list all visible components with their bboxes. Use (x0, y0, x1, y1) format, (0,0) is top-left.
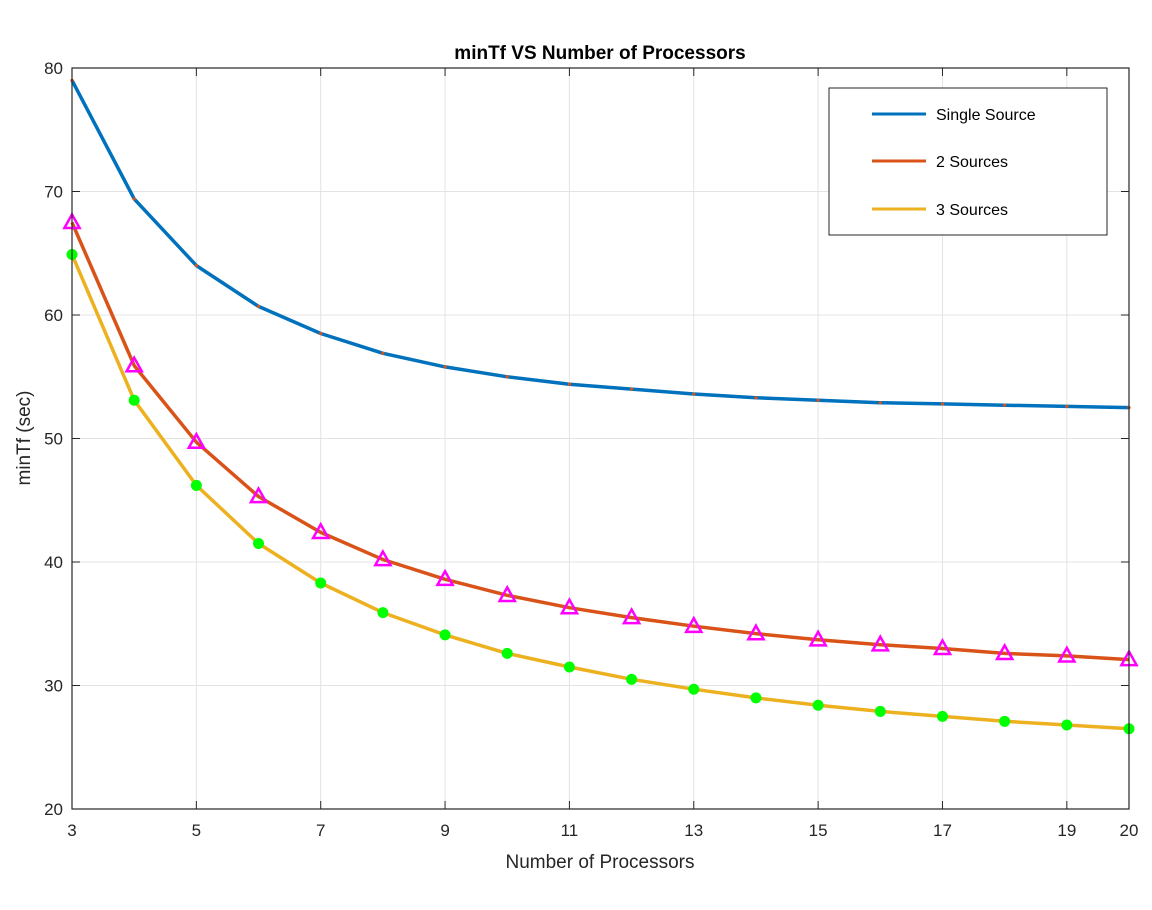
data-point-3-sources (315, 577, 327, 589)
y-tick-label: 20 (44, 800, 63, 819)
x-tick-label: 17 (933, 821, 952, 840)
series-line-single-source (70, 79, 1130, 410)
data-point-3-sources (439, 629, 451, 641)
data-point-3-sources (936, 710, 948, 722)
data-point-single-source (629, 387, 634, 391)
data-point-single-source (256, 304, 261, 308)
x-tick-label: 9 (440, 821, 449, 840)
y-axis-label: minTf (sec) (14, 391, 35, 486)
y-tick-label: 80 (44, 59, 63, 78)
data-point-single-source (816, 398, 820, 402)
x-axis-label: Number of Processors (505, 852, 694, 873)
y-tick-label: 40 (44, 553, 63, 572)
y-tick-label: 70 (44, 183, 63, 202)
y-tick-label: 30 (44, 677, 63, 696)
data-point-2-sources (808, 629, 828, 647)
data-point-2-sources (870, 634, 891, 652)
x-tick-label: 13 (684, 821, 703, 840)
series-lines (70, 79, 1130, 731)
data-point-single-source (1003, 403, 1007, 407)
series-line-2-sources (70, 221, 1130, 662)
legend-label-3-sources: 3 Sources (936, 202, 1008, 219)
data-point-2-sources (310, 521, 331, 540)
x-tick-label: 3 (67, 821, 76, 840)
data-point-single-source (567, 382, 572, 386)
data-point-2-sources (124, 355, 144, 373)
data-point-2-sources (746, 623, 766, 641)
x-tick-label: 19 (1057, 821, 1076, 840)
data-point-3-sources (750, 692, 762, 704)
data-point-2-sources (559, 597, 580, 615)
data-point-3-sources (999, 715, 1011, 727)
data-point-single-source (505, 375, 509, 379)
data-point-3-sources (1061, 719, 1073, 731)
legend-label-single-source: Single Source (936, 107, 1036, 124)
data-point-3-sources (626, 673, 638, 685)
data-point-single-source (381, 351, 385, 355)
data-point-single-source (443, 365, 447, 369)
data-point-2-sources (994, 642, 1015, 661)
data-point-3-sources (253, 537, 265, 549)
y-tick-label: 60 (44, 306, 63, 325)
data-point-3-sources (688, 683, 700, 695)
x-tick-label: 11 (561, 821, 579, 840)
y-tick-label: 50 (44, 430, 63, 449)
data-point-single-source (940, 402, 945, 406)
data-point-single-source (194, 264, 198, 268)
data-point-2-sources (248, 485, 269, 504)
x-tick-label: 7 (316, 821, 325, 840)
series-markers (62, 78, 1139, 735)
data-point-3-sources (812, 699, 824, 711)
data-point-single-source (878, 401, 882, 405)
data-point-single-source (692, 392, 696, 396)
data-point-2-sources (186, 431, 207, 450)
data-point-2-sources (621, 607, 642, 625)
series-line-3-sources (70, 253, 1130, 731)
data-point-2-sources (435, 568, 455, 587)
data-point-2-sources (684, 615, 704, 634)
data-point-single-source (132, 197, 136, 201)
chart-title: minTf VS Number of Processors (454, 43, 745, 64)
x-tick-label: 20 (1120, 821, 1139, 840)
data-point-3-sources (874, 705, 886, 717)
legend-label-2-sources: 2 Sources (936, 154, 1008, 171)
data-point-single-source (1065, 404, 1069, 408)
x-tick-label: 15 (809, 821, 828, 840)
data-point-3-sources (501, 647, 513, 659)
data-point-3-sources (563, 661, 575, 673)
data-point-2-sources (373, 548, 393, 567)
axis-ticks: 3 5 7 9 11 13 15 17 19 20 20 30 40 50 60 70 80 (44, 59, 1138, 840)
data-point-2-sources (1057, 645, 1077, 663)
data-point-3-sources (190, 479, 202, 491)
x-tick-label: 5 (192, 821, 201, 840)
data-point-single-source (754, 396, 758, 400)
data-point-2-sources (932, 637, 953, 656)
data-point-single-source (319, 331, 323, 336)
data-point-2-sources (497, 584, 517, 603)
legend: Single Source 2 Sources 3 Sources (828, 87, 1108, 236)
data-point-3-sources (377, 607, 389, 619)
data-point-3-sources (128, 394, 140, 406)
